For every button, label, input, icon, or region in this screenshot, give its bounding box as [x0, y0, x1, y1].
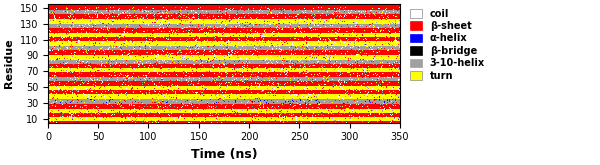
- Legend: coil, β-sheet, α-helix, β-bridge, 3-10-helix, turn: coil, β-sheet, α-helix, β-bridge, 3-10-h…: [408, 7, 487, 83]
- X-axis label: Time (ns): Time (ns): [191, 148, 257, 161]
- Y-axis label: Residue: Residue: [4, 39, 14, 88]
